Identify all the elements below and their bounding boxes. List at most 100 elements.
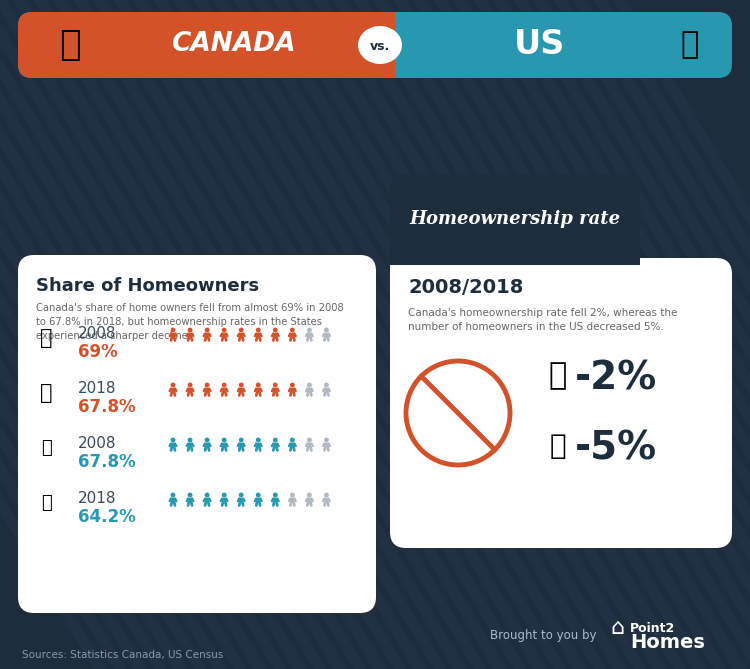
- FancyBboxPatch shape: [325, 498, 328, 502]
- Text: 🌟: 🌟: [40, 494, 51, 512]
- FancyBboxPatch shape: [390, 258, 732, 548]
- Text: Homes: Homes: [630, 634, 705, 652]
- Circle shape: [170, 383, 176, 387]
- FancyBboxPatch shape: [222, 443, 226, 447]
- FancyBboxPatch shape: [290, 443, 294, 447]
- FancyBboxPatch shape: [188, 443, 192, 447]
- Text: 🍁: 🍁: [40, 328, 53, 348]
- Bar: [375, 12, 395, 78]
- Circle shape: [222, 383, 226, 387]
- FancyBboxPatch shape: [239, 387, 243, 392]
- Circle shape: [324, 492, 328, 498]
- Text: Brought to you by: Brought to you by: [490, 630, 596, 642]
- Circle shape: [238, 383, 244, 387]
- Circle shape: [273, 492, 278, 498]
- FancyBboxPatch shape: [239, 332, 243, 337]
- Text: to 67.8% in 2018, but homeownership rates in the States: to 67.8% in 2018, but homeownership rate…: [36, 317, 322, 327]
- Text: 64.2%: 64.2%: [78, 508, 136, 526]
- FancyBboxPatch shape: [188, 387, 192, 392]
- Text: 2008: 2008: [78, 436, 116, 451]
- Circle shape: [290, 383, 295, 387]
- FancyBboxPatch shape: [205, 387, 209, 392]
- FancyBboxPatch shape: [273, 332, 278, 337]
- Text: 67.8%: 67.8%: [78, 453, 136, 471]
- Circle shape: [222, 328, 226, 332]
- Circle shape: [307, 383, 312, 387]
- FancyBboxPatch shape: [222, 498, 226, 502]
- Circle shape: [205, 328, 209, 332]
- Ellipse shape: [358, 26, 402, 64]
- Text: Homeownership rate: Homeownership rate: [410, 211, 620, 229]
- FancyBboxPatch shape: [18, 12, 395, 78]
- FancyBboxPatch shape: [205, 498, 209, 502]
- Circle shape: [170, 438, 176, 442]
- Text: 69%: 69%: [78, 343, 118, 361]
- Circle shape: [205, 438, 209, 442]
- FancyBboxPatch shape: [239, 498, 243, 502]
- Text: 🍁: 🍁: [59, 28, 81, 62]
- FancyBboxPatch shape: [273, 498, 278, 502]
- Circle shape: [256, 328, 261, 332]
- Text: 2018: 2018: [78, 381, 116, 396]
- FancyBboxPatch shape: [308, 443, 311, 447]
- Text: 2008: 2008: [78, 326, 116, 341]
- Circle shape: [188, 492, 193, 498]
- Text: 🍁: 🍁: [40, 383, 53, 403]
- Text: ⌂: ⌂: [610, 618, 624, 638]
- Circle shape: [222, 438, 226, 442]
- Text: 67.8%: 67.8%: [78, 398, 136, 416]
- Text: number of homeowners in the US decreased 5%.: number of homeowners in the US decreased…: [408, 322, 664, 332]
- Circle shape: [205, 383, 209, 387]
- Circle shape: [307, 328, 312, 332]
- Text: 🌟: 🌟: [550, 432, 566, 460]
- Circle shape: [256, 383, 261, 387]
- FancyBboxPatch shape: [256, 498, 260, 502]
- FancyBboxPatch shape: [290, 332, 294, 337]
- FancyBboxPatch shape: [171, 387, 175, 392]
- FancyBboxPatch shape: [205, 443, 209, 447]
- Circle shape: [188, 383, 193, 387]
- Bar: [390, 250, 640, 275]
- Circle shape: [307, 492, 312, 498]
- Circle shape: [238, 438, 244, 442]
- Text: 2018: 2018: [78, 491, 116, 506]
- FancyBboxPatch shape: [308, 387, 311, 392]
- Circle shape: [205, 492, 209, 498]
- Text: vs.: vs.: [370, 39, 390, 52]
- Circle shape: [290, 328, 295, 332]
- FancyBboxPatch shape: [273, 387, 278, 392]
- FancyBboxPatch shape: [256, 387, 260, 392]
- FancyBboxPatch shape: [290, 387, 294, 392]
- FancyBboxPatch shape: [290, 498, 294, 502]
- Circle shape: [238, 492, 244, 498]
- Text: Sources: Statistics Canada, US Census: Sources: Statistics Canada, US Census: [22, 650, 223, 660]
- FancyBboxPatch shape: [308, 332, 311, 337]
- Text: Share of Homeowners: Share of Homeowners: [36, 277, 260, 295]
- Circle shape: [307, 438, 312, 442]
- FancyBboxPatch shape: [222, 332, 226, 337]
- Circle shape: [273, 438, 278, 442]
- FancyBboxPatch shape: [18, 12, 732, 78]
- Text: US: US: [514, 27, 565, 60]
- Bar: [390, 265, 640, 285]
- Circle shape: [238, 328, 244, 332]
- FancyBboxPatch shape: [171, 498, 175, 502]
- Text: experienced a sharper decline.: experienced a sharper decline.: [36, 331, 191, 341]
- FancyBboxPatch shape: [205, 332, 209, 337]
- Text: -5%: -5%: [575, 429, 657, 467]
- Circle shape: [290, 492, 295, 498]
- Text: Canada's homeownership rate fell 2%, whereas the: Canada's homeownership rate fell 2%, whe…: [408, 308, 677, 318]
- Circle shape: [256, 492, 261, 498]
- Circle shape: [324, 328, 328, 332]
- FancyBboxPatch shape: [222, 387, 226, 392]
- FancyBboxPatch shape: [188, 332, 192, 337]
- Text: 🌟: 🌟: [40, 439, 51, 457]
- FancyBboxPatch shape: [325, 387, 328, 392]
- Circle shape: [273, 328, 278, 332]
- FancyBboxPatch shape: [273, 443, 278, 447]
- FancyBboxPatch shape: [390, 175, 640, 270]
- Circle shape: [222, 492, 226, 498]
- Circle shape: [170, 328, 176, 332]
- Text: Point2: Point2: [630, 622, 675, 634]
- FancyBboxPatch shape: [171, 443, 175, 447]
